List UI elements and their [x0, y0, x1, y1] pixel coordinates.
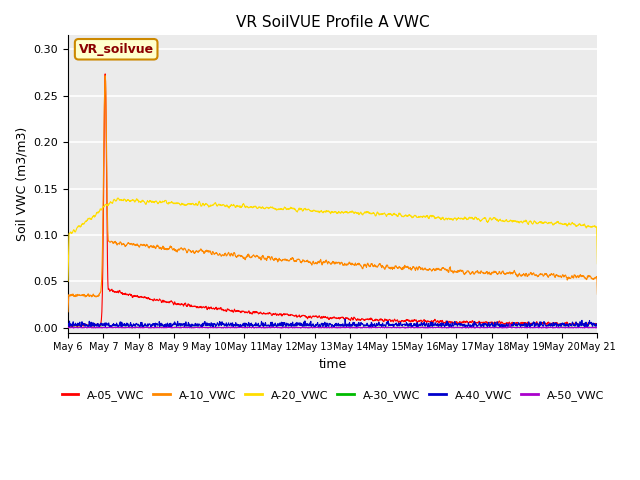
Legend: A-05_VWC, A-10_VWC, A-20_VWC, A-30_VWC, A-40_VWC, A-50_VWC: A-05_VWC, A-10_VWC, A-20_VWC, A-30_VWC, …	[57, 385, 608, 406]
Y-axis label: Soil VWC (m3/m3): Soil VWC (m3/m3)	[15, 127, 28, 241]
Text: VR_soilvue: VR_soilvue	[79, 43, 154, 56]
X-axis label: time: time	[319, 358, 347, 371]
Title: VR SoilVUE Profile A VWC: VR SoilVUE Profile A VWC	[236, 15, 429, 30]
